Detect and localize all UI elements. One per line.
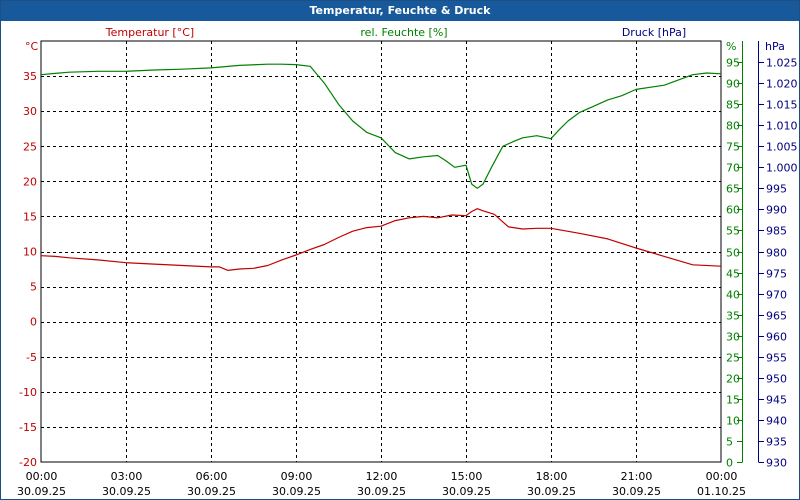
pressure-tick-label: 1.020 xyxy=(766,78,798,91)
pressure-tick-label: 960 xyxy=(766,331,787,344)
x-tick-date: 30.09.25 xyxy=(612,485,661,498)
pressure-tick-label: 970 xyxy=(766,289,787,302)
humidity-tick-label: 25 xyxy=(726,352,740,365)
humidity-tick-label: 50 xyxy=(726,247,740,260)
x-tick-time: 21:00 xyxy=(621,470,653,483)
humidity-tick-label: 80 xyxy=(726,120,740,133)
pressure-tick-label: 1.025 xyxy=(766,57,798,70)
temperature-tick-label: 15 xyxy=(23,210,37,223)
x-tick-date: 30.09.25 xyxy=(442,485,491,498)
temperature-tick-label: -10 xyxy=(19,386,37,399)
humidity-tick-label: 90 xyxy=(726,78,740,91)
humidity-tick-label: 5 xyxy=(726,436,733,449)
humidity-tick-label: 60 xyxy=(726,204,740,217)
pressure-tick-label: 940 xyxy=(766,415,787,428)
humidity-tick-label: 55 xyxy=(726,225,740,238)
pressure-tick-label: 935 xyxy=(766,436,787,449)
temperature-tick-label: 25 xyxy=(23,140,37,153)
humidity-axis-label: rel. Feuchte [%] xyxy=(360,26,447,39)
pressure-tick-label: 995 xyxy=(766,183,787,196)
x-tick-date: 30.09.25 xyxy=(17,485,66,498)
pressure-tick-label: 965 xyxy=(766,310,787,323)
humidity-tick-label: 15 xyxy=(726,394,740,407)
temperature-tick-label: 30 xyxy=(23,105,37,118)
chart-title: Temperatur, Feuchte & Druck xyxy=(1,1,799,21)
x-tick-date: 30.09.25 xyxy=(357,485,406,498)
temperature-tick-label: -15 xyxy=(19,421,37,434)
x-tick-date: 30.09.25 xyxy=(527,485,576,498)
x-tick-date: 01.10.25 xyxy=(697,485,746,498)
temperature-tick-label: 20 xyxy=(23,175,37,188)
pressure-tick-label: 930 xyxy=(766,457,787,470)
temperature-tick-label: 10 xyxy=(23,246,37,259)
humidity-unit: % xyxy=(726,40,736,53)
humidity-tick-label: 40 xyxy=(726,289,740,302)
temperature-series-line xyxy=(40,208,722,271)
humidity-tick-label: 0 xyxy=(726,457,733,470)
pressure-axis-label: Druck [hPa] xyxy=(622,26,686,39)
humidity-series-line xyxy=(40,63,722,189)
x-tick-time: 00:00 xyxy=(706,470,738,483)
x-tick-time: 03:00 xyxy=(111,470,143,483)
pressure-tick-label: 990 xyxy=(766,204,787,217)
humidity-tick-label: 70 xyxy=(726,162,740,175)
humidity-tick-label: 20 xyxy=(726,373,740,386)
pressure-tick-label: 1.015 xyxy=(766,99,798,112)
x-tick-time: 00:00 xyxy=(26,470,58,483)
pressure-tick-label: 945 xyxy=(766,394,787,407)
humidity-tick-label: 45 xyxy=(726,268,740,281)
temperature-unit: °C xyxy=(25,40,39,53)
pressure-tick-label: 1.005 xyxy=(766,141,798,154)
pressure-tick-label: 1.000 xyxy=(766,162,798,175)
x-tick-date: 30.09.25 xyxy=(102,485,151,498)
pressure-tick-label: 980 xyxy=(766,247,787,260)
humidity-tick-label: 95 xyxy=(726,57,740,70)
pressure-tick-label: 975 xyxy=(766,268,787,281)
x-tick-time: 12:00 xyxy=(366,470,398,483)
x-tick-time: 15:00 xyxy=(451,470,483,483)
temperature-tick-label: -5 xyxy=(26,351,37,364)
humidity-tick-label: 65 xyxy=(726,183,740,196)
temperature-tick-label: 5 xyxy=(30,281,37,294)
x-tick-date: 30.09.25 xyxy=(187,485,236,498)
humidity-tick-label: 35 xyxy=(726,310,740,323)
humidity-tick-label: 85 xyxy=(726,99,740,112)
pressure-unit: hPa xyxy=(765,40,785,53)
pressure-tick-label: 955 xyxy=(766,352,787,365)
x-tick-time: 09:00 xyxy=(281,470,313,483)
x-tick-time: 18:00 xyxy=(536,470,568,483)
temperature-tick-label: -20 xyxy=(19,456,37,469)
pressure-tick-label: 950 xyxy=(766,373,787,386)
pressure-tick-label: 985 xyxy=(766,225,787,238)
humidity-tick-label: 75 xyxy=(726,141,740,154)
temperature-tick-label: 35 xyxy=(23,70,37,83)
humidity-tick-label: 30 xyxy=(726,331,740,344)
humidity-tick-label: 10 xyxy=(726,415,740,428)
temperature-axis-label: Temperatur [°C] xyxy=(105,26,194,39)
x-tick-date: 30.09.25 xyxy=(272,485,321,498)
temperature-tick-label: 0 xyxy=(30,316,37,329)
pressure-tick-label: 1.010 xyxy=(766,120,798,133)
x-tick-time: 06:00 xyxy=(196,470,228,483)
